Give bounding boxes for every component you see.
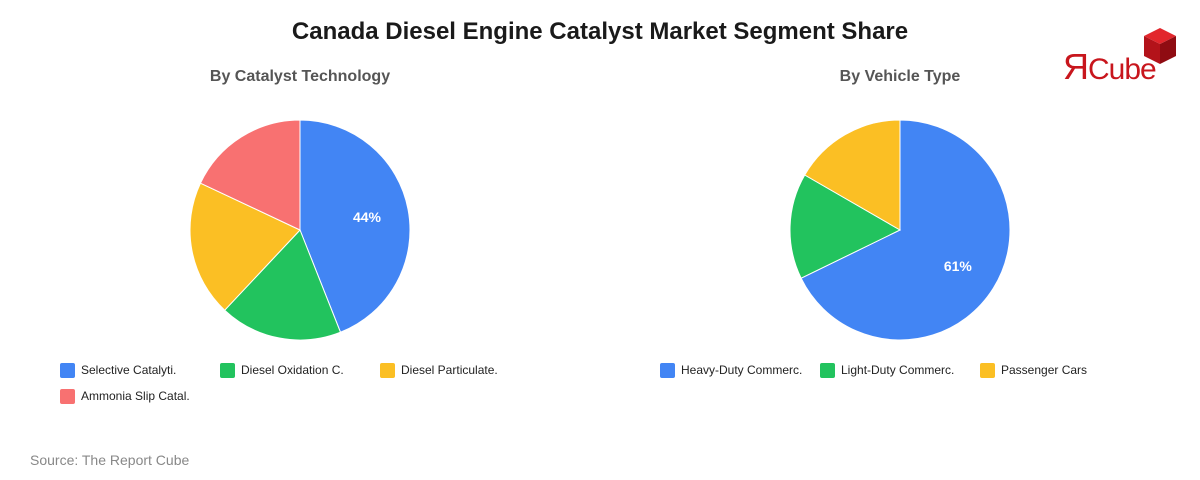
legend-swatch	[980, 362, 995, 378]
legend-item: Diesel Particulate.	[380, 362, 498, 378]
legend-item: Passenger Cars	[980, 362, 1087, 378]
pie-slice-1	[223, 229, 342, 341]
pie-slice-0	[800, 119, 1011, 341]
legend-swatch	[220, 362, 235, 378]
legend-item: Diesel Oxidation C.	[220, 362, 344, 378]
legend-swatch	[660, 362, 675, 378]
page-title: Canada Diesel Engine Catalyst Market Seg…	[291, 18, 909, 45]
catalyst-technology-chart: By Catalyst Technology 44% Selective Cat…	[0, 60, 600, 420]
pie-slice-1	[789, 174, 902, 279]
chart-subtitle: By Vehicle Type	[839, 68, 961, 85]
legend-label: Selective Catalyti.	[81, 363, 177, 377]
legend-item: Light-Duty Commerc.	[820, 362, 954, 378]
source-note: Source: The Report Cube	[30, 452, 190, 468]
legend-label: Heavy-Duty Commerc.	[681, 363, 803, 377]
pie-slice-0	[299, 119, 411, 333]
pie-chart: 61%	[789, 119, 1011, 341]
pie-chart: 44%	[189, 119, 411, 341]
legend-item: Heavy-Duty Commerc.	[660, 362, 802, 378]
legend-label: Passenger Cars	[1001, 363, 1088, 377]
report-cube-logo: ЯCube	[1060, 26, 1184, 87]
cube-icon	[1144, 28, 1176, 64]
legend-label: Ammonia Slip Catal.	[81, 389, 190, 403]
logo-prefix: Я	[1063, 46, 1089, 87]
vehicle-type-chart: By Vehicle Type 61% Heavy-Duty Commerc. L…	[600, 60, 1200, 420]
slice-data-label: 44%	[353, 209, 382, 225]
slice-data-label: 61%	[944, 258, 973, 274]
legend-label: Diesel Oxidation C.	[241, 363, 344, 377]
legend-label: Light-Duty Commerc.	[841, 363, 955, 377]
chart-subtitle: By Catalyst Technology	[209, 68, 391, 85]
pie-slice-3	[199, 119, 301, 231]
legend-swatch	[380, 362, 395, 378]
legend-item: Ammonia Slip Catal.	[60, 388, 190, 404]
legend-swatch	[820, 362, 835, 378]
logo-suffix: Cube	[1088, 53, 1157, 86]
pie-slice-2	[189, 182, 301, 311]
legend-swatch	[60, 362, 75, 378]
pie-slice-2	[804, 119, 901, 231]
logo-text: ЯCube	[1063, 46, 1157, 88]
legend-item: Selective Catalyti.	[60, 362, 176, 378]
legend-swatch	[60, 388, 75, 404]
legend-label: Diesel Particulate.	[401, 363, 498, 377]
